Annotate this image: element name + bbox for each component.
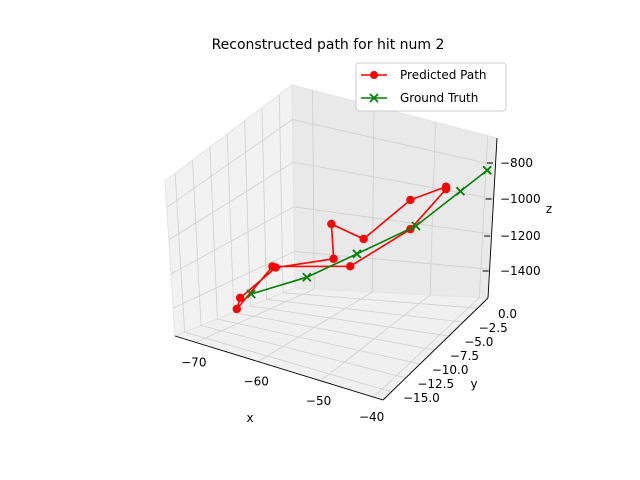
predicted-point (346, 262, 355, 271)
grid-z-back (294, 251, 490, 270)
grid-y-wall (192, 160, 202, 326)
grid-x-back (312, 90, 315, 290)
grid-z-left (170, 206, 294, 275)
x-axis-label: x (246, 411, 253, 425)
grid-z-left (166, 119, 293, 208)
axis-lines (174, 137, 498, 401)
grid-y-floor (184, 331, 392, 393)
z-tick-label: −1000 (500, 192, 541, 206)
grid-z-left (168, 161, 294, 241)
grid-x-floor (257, 291, 373, 362)
grid-y-floor (200, 325, 406, 379)
y-axis-line (382, 297, 489, 401)
grid-y-wall (278, 94, 284, 293)
grid-y-wall (174, 173, 185, 333)
grid-y-floor (282, 292, 478, 309)
series-layer (232, 165, 492, 314)
grid-lines (166, 90, 496, 398)
legend-box (355, 62, 507, 112)
y-tick-label: −7.5 (450, 349, 479, 363)
predicted-point (441, 184, 451, 194)
grid-x-back (429, 122, 436, 296)
truth-point (246, 289, 256, 299)
legend-marker-predicted (370, 71, 378, 79)
chart-title: Reconstructed path for hit num 2 (212, 37, 445, 53)
y-tick-label: −12.5 (417, 377, 454, 391)
truth-point (482, 165, 492, 175)
grid-y-wall (261, 107, 267, 300)
x-tick-label: −50 (306, 394, 331, 408)
predicted-point (268, 262, 277, 271)
grid-y-wall (244, 120, 251, 306)
predicted-point (359, 234, 368, 244)
truth-point (302, 272, 312, 282)
z-tick-label: −1400 (500, 264, 541, 278)
truth-point (352, 249, 362, 259)
legend-label-truth: Ground Truth (400, 91, 478, 105)
series-line-predicted (236, 185, 447, 310)
y-axis-label: y (470, 377, 477, 391)
grid-x-floor (195, 288, 315, 343)
pane-group (164, 84, 498, 401)
truth-point (411, 221, 421, 231)
tick-labels: −70 −60 −50 −40 0.0−2.5−5.0−7.5−10.0−12.5−15… (181, 156, 540, 424)
z-tick-label: −800 (500, 156, 533, 170)
legend: Predicted Path Ground Truth (355, 62, 507, 112)
legend-label-predicted: Predicted Path (400, 68, 487, 82)
grid-y-floor (217, 318, 421, 365)
x-tick-label: −40 (359, 410, 384, 424)
grid-z-back (292, 119, 496, 166)
grid-z-left (173, 251, 295, 309)
z-axis-label: z (546, 202, 552, 216)
grid-x-floor (373, 297, 480, 398)
predicted-point (235, 293, 245, 303)
grid-y-wall (209, 147, 218, 320)
predicted-point (327, 219, 336, 229)
y-tick-label: −2.5 (479, 321, 508, 335)
grid-x-back (371, 106, 375, 293)
predicted-point (406, 195, 415, 205)
grid-y-floor (233, 312, 435, 351)
y-tick-label: −5.0 (464, 335, 493, 349)
grid-y-floor (250, 305, 449, 337)
grid-y-wall (226, 133, 235, 313)
y-tick-label: 0.0 (498, 307, 517, 321)
y-tick-label: −10.0 (432, 363, 469, 377)
grid-y-floor (266, 298, 464, 323)
y-tick-label: −15.0 (403, 391, 440, 405)
grid-z-back (293, 206, 492, 235)
grid-x-back (478, 135, 489, 298)
x-axis-line (174, 335, 384, 401)
grid-x-floor (320, 294, 431, 382)
truth-point (455, 186, 466, 196)
predicted-point (329, 254, 338, 263)
z-axis-line (487, 137, 498, 299)
legend-marker-truth (369, 93, 379, 103)
x-tick-label: −70 (181, 355, 206, 369)
predicted-point (232, 304, 241, 314)
x-tick-label: −60 (244, 375, 269, 389)
z-tick-label: −1200 (500, 229, 541, 243)
